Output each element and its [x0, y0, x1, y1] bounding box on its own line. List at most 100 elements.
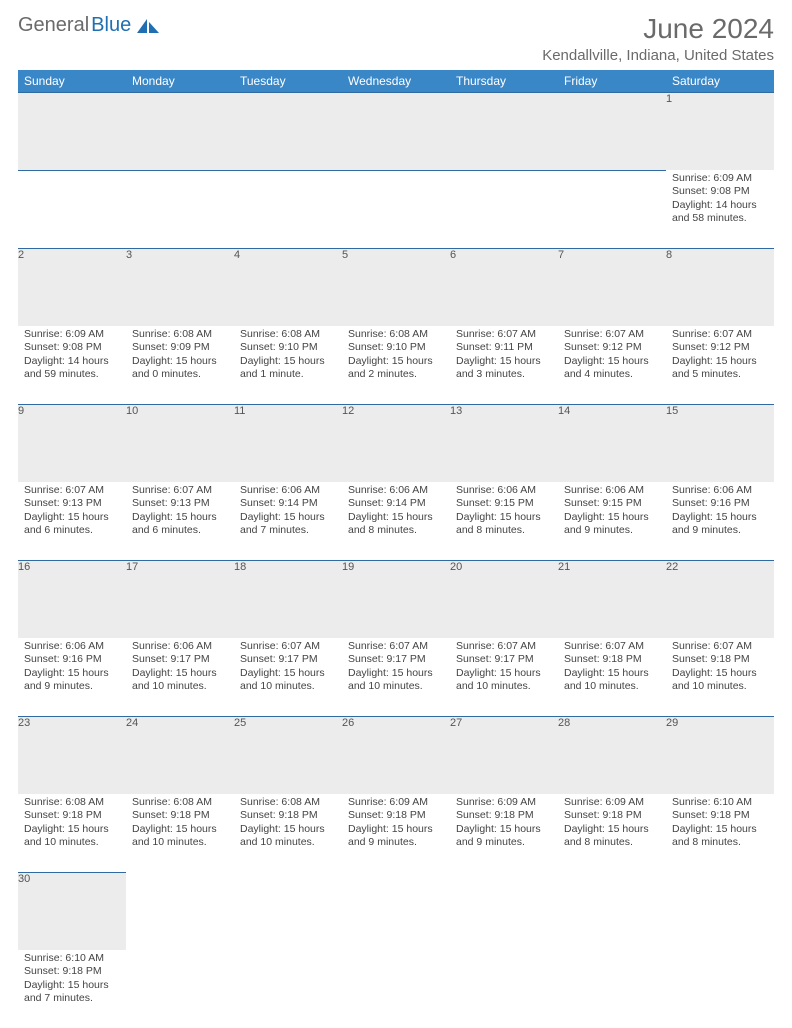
day-details: Sunrise: 6:09 AMSunset: 9:08 PMDaylight:… [666, 170, 774, 229]
day-number-cell [126, 872, 234, 950]
day-number-cell: 6 [450, 248, 558, 326]
day-number-cell [234, 872, 342, 950]
sunrise-text: Sunrise: 6:06 AM [348, 484, 444, 497]
day-cell: Sunrise: 6:07 AMSunset: 9:17 PMDaylight:… [450, 638, 558, 716]
daylight-text: Daylight: 15 hours and 10 minutes. [672, 667, 768, 693]
sunset-text: Sunset: 9:14 PM [240, 497, 336, 510]
week-row: Sunrise: 6:09 AMSunset: 9:08 PMDaylight:… [18, 170, 774, 248]
day-cell [450, 170, 558, 248]
daylight-text: Daylight: 15 hours and 10 minutes. [456, 667, 552, 693]
day-details: Sunrise: 6:09 AMSunset: 9:18 PMDaylight:… [342, 794, 450, 853]
day-details: Sunrise: 6:09 AMSunset: 9:18 PMDaylight:… [558, 794, 666, 853]
sunset-text: Sunset: 9:18 PM [24, 965, 120, 978]
day-details: Sunrise: 6:08 AMSunset: 9:10 PMDaylight:… [234, 326, 342, 385]
day-details: Sunrise: 6:07 AMSunset: 9:12 PMDaylight:… [666, 326, 774, 385]
day-number-cell: 11 [234, 404, 342, 482]
day-cell [234, 170, 342, 248]
day-number-cell [558, 92, 666, 170]
sunset-text: Sunset: 9:12 PM [672, 341, 768, 354]
day-cell [558, 170, 666, 248]
sunrise-text: Sunrise: 6:07 AM [24, 484, 120, 497]
daylight-text: Daylight: 15 hours and 10 minutes. [132, 823, 228, 849]
title-block: June 2024 Kendallville, Indiana, United … [542, 14, 774, 64]
sunset-text: Sunset: 9:18 PM [564, 809, 660, 822]
sunrise-text: Sunrise: 6:07 AM [456, 640, 552, 653]
daylight-text: Daylight: 15 hours and 10 minutes. [564, 667, 660, 693]
day-cell [126, 950, 234, 1028]
day-details: Sunrise: 6:07 AMSunset: 9:11 PMDaylight:… [450, 326, 558, 385]
daylight-text: Daylight: 15 hours and 10 minutes. [348, 667, 444, 693]
day-cell: Sunrise: 6:08 AMSunset: 9:18 PMDaylight:… [18, 794, 126, 872]
sunrise-text: Sunrise: 6:08 AM [132, 796, 228, 809]
week-row: Sunrise: 6:06 AMSunset: 9:16 PMDaylight:… [18, 638, 774, 716]
day-number-cell [126, 92, 234, 170]
day-cell [666, 950, 774, 1028]
daylight-text: Daylight: 15 hours and 10 minutes. [132, 667, 228, 693]
daylight-text: Daylight: 15 hours and 9 minutes. [348, 823, 444, 849]
daynum-row: 30 [18, 872, 774, 950]
week-row: Sunrise: 6:09 AMSunset: 9:08 PM Daylight:… [18, 326, 774, 404]
day-cell: Sunrise: 6:08 AMSunset: 9:09 PMDaylight:… [126, 326, 234, 404]
day-cell [558, 950, 666, 1028]
sunset-text: Sunset: 9:18 PM [564, 653, 660, 666]
day-number-cell [342, 92, 450, 170]
sunrise-text: Sunrise: 6:06 AM [132, 640, 228, 653]
week-row: Sunrise: 6:07 AM Sunset: 9:13 PM Daylight:… [18, 482, 774, 560]
day-details: Sunrise: 6:10 AMSunset: 9:18 PMDaylight:… [666, 794, 774, 853]
day-cell: Sunrise: 6:07 AMSunset: 9:12 PMDaylight:… [666, 326, 774, 404]
sunset-text: Sunset: 9:17 PM [456, 653, 552, 666]
sunrise-text: Sunrise: 6:07 AM [240, 640, 336, 653]
sunrise-text: Sunrise: 6:08 AM [348, 328, 444, 341]
day-number-cell [18, 92, 126, 170]
sunrise-text: Sunrise: 6:06 AM [240, 484, 336, 497]
day-details: Sunrise: 6:07 AMSunset: 9:13 PMDaylight:… [126, 482, 234, 541]
day-details: Sunrise: 6:08 AMSunset: 9:18 PMDaylight:… [126, 794, 234, 853]
daynum-row: 23242526272829 [18, 716, 774, 794]
day-cell: Sunrise: 6:07 AMSunset: 9:11 PMDaylight:… [450, 326, 558, 404]
sunset-text: Sunset: 9:18 PM [132, 809, 228, 822]
sunrise-text: Sunrise: 6:08 AM [24, 796, 120, 809]
sunset-text: Sunset: 9:15 PM [564, 497, 660, 510]
day-number-cell: 8 [666, 248, 774, 326]
weekday-header: Saturday [666, 70, 774, 93]
day-number-cell [342, 872, 450, 950]
day-cell [342, 170, 450, 248]
day-cell: Sunrise: 6:06 AMSunset: 9:16 PMDaylight:… [18, 638, 126, 716]
day-cell [126, 170, 234, 248]
weekday-header: Friday [558, 70, 666, 93]
day-details: Sunrise: 6:08 AMSunset: 9:09 PMDaylight:… [126, 326, 234, 385]
sunrise-text: Sunrise: 6:07 AM [564, 640, 660, 653]
sunset-text: Sunset: 9:14 PM [348, 497, 444, 510]
day-cell [450, 950, 558, 1028]
day-number-cell: 4 [234, 248, 342, 326]
day-number-cell: 21 [558, 560, 666, 638]
sunset-text: Sunset: 9:13 PM [132, 497, 228, 510]
weekday-header-row: Sunday Monday Tuesday Wednesday Thursday… [18, 70, 774, 93]
daylight-text: Daylight: 15 hours and 8 minutes. [456, 511, 552, 537]
day-cell: Sunrise: 6:09 AMSunset: 9:08 PMDaylight:… [666, 170, 774, 248]
sunrise-text: Sunrise: 6:09 AM [24, 328, 120, 341]
day-details: Sunrise: 6:06 AMSunset: 9:15 PMDaylight:… [558, 482, 666, 541]
daylight-text: Daylight: 15 hours and 4 minutes. [564, 355, 660, 381]
daylight-text: Daylight: 15 hours and 1 minute. [240, 355, 336, 381]
brand-part1: General [18, 14, 89, 37]
day-details: Sunrise: 6:07 AMSunset: 9:13 PMDaylight:… [18, 482, 126, 541]
daylight-text: Daylight: 15 hours and 6 minutes. [24, 511, 120, 537]
sunset-text: Sunset: 9:12 PM [564, 341, 660, 354]
day-number-cell: 2 [18, 248, 126, 326]
day-cell: Sunrise: 6:09 AMSunset: 9:18 PMDaylight:… [450, 794, 558, 872]
sunrise-text: Sunrise: 6:06 AM [456, 484, 552, 497]
sunset-text: Sunset: 9:16 PM [672, 497, 768, 510]
calendar-page: GeneralBlue June 2024 Kendallville, Indi… [0, 0, 792, 1028]
day-cell: Sunrise: 6:07 AMSunset: 9:13 PMDaylight:… [18, 482, 126, 560]
day-cell: Sunrise: 6:07 AMSunset: 9:17 PMDaylight:… [342, 638, 450, 716]
sunrise-text: Sunrise: 6:07 AM [672, 328, 768, 341]
sunset-text: Sunset: 9:08 PM [24, 341, 120, 354]
day-details: Sunrise: 6:09 AMSunset: 9:18 PMDaylight:… [450, 794, 558, 853]
sunrise-text: Sunrise: 6:07 AM [564, 328, 660, 341]
day-number-cell: 23 [18, 716, 126, 794]
sunrise-text: Sunrise: 6:10 AM [672, 796, 768, 809]
day-details: Sunrise: 6:09 AMSunset: 9:08 PMDaylight:… [18, 326, 126, 385]
calendar-body: 1Sunrise: 6:09 AMSunset: 9:08 PMDaylight… [18, 92, 774, 1028]
day-cell: Sunrise: 6:10 AMSunset: 9:18 PMDaylight:… [666, 794, 774, 872]
